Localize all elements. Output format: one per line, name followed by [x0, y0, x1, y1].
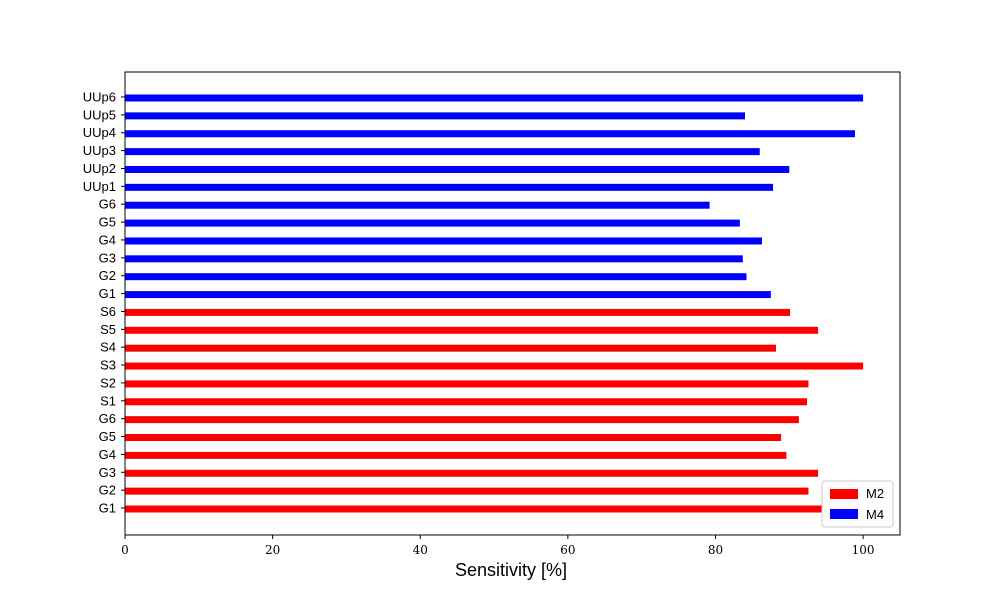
- category-label: S4: [100, 340, 116, 355]
- category-label: UUp5: [83, 107, 116, 122]
- plot-frame: [124, 71, 901, 536]
- category-label: S6: [100, 304, 116, 319]
- bar-m4-uup3-20: [125, 148, 760, 156]
- x-axis-title: Sensitivity [%]: [455, 560, 567, 580]
- plot-area: [125, 72, 900, 535]
- bar-m2-s3-8: [125, 362, 864, 370]
- category-label: UUp3: [83, 143, 116, 158]
- bar-m2-s1-6: [125, 398, 807, 406]
- legend-label-m4: M4: [866, 507, 884, 522]
- bar-m4-uup6-23: [125, 94, 864, 102]
- x-tick-label: 40: [413, 543, 428, 557]
- bar-m4-uup5-22: [125, 112, 745, 120]
- legend-swatch-m4: [830, 509, 858, 519]
- category-label: G6: [99, 197, 116, 212]
- category-label: S3: [100, 358, 116, 373]
- category-label: G5: [99, 429, 116, 444]
- category-label: G4: [99, 447, 116, 462]
- x-tick-label: 20: [265, 543, 280, 557]
- category-label: G4: [99, 232, 116, 247]
- category-label: UUp4: [83, 125, 116, 140]
- category-label: G3: [99, 250, 116, 265]
- bar-m2-s4-9: [125, 344, 776, 352]
- bar-m4-uup1-18: [125, 183, 774, 191]
- category-label: G1: [99, 501, 116, 516]
- bar-m2-g5-4: [125, 434, 782, 442]
- category-label: G5: [99, 215, 116, 230]
- bar-m4-g3-14: [125, 255, 743, 263]
- bar-m4-g2-13: [125, 273, 747, 281]
- category-label: S2: [100, 375, 116, 390]
- category-label: UUp1: [83, 179, 116, 194]
- category-labels: G1 G2 G3 G4 G5 G6 S1 S2 S3 S4 S5 S6 G1 G2 G3 G4 G5 G6 UUp1…: [83, 90, 125, 516]
- bar-m2-g3-2: [125, 469, 819, 477]
- category-label: G6: [99, 411, 116, 426]
- bar-m2-g6-5: [125, 416, 799, 424]
- bar-m2-s5-10: [125, 326, 819, 334]
- category-label: G1: [99, 286, 116, 301]
- legend-label-m2: M2: [866, 486, 884, 501]
- category-label: S1: [100, 393, 116, 408]
- x-tick-label: 80: [708, 543, 723, 557]
- bar-m4-uup2-19: [125, 165, 790, 173]
- bar-m2-g2-1: [125, 487, 809, 495]
- category-label: UUp2: [83, 161, 116, 176]
- bar-m2-g1-0: [125, 505, 822, 513]
- legend-swatch-m2: [830, 489, 858, 499]
- bar-m2-s2-7: [125, 380, 809, 388]
- bar-m4-g4-15: [125, 237, 762, 245]
- bar-m4-g5-16: [125, 219, 740, 227]
- bar-m4-g1-12: [125, 291, 771, 299]
- x-axis-ticks: 0 20 40 60 80 100: [121, 535, 875, 557]
- category-label: G2: [99, 483, 116, 498]
- category-label: UUp6: [83, 90, 116, 105]
- bar-m4-uup4-21: [125, 130, 855, 138]
- x-tick-label: 0: [121, 543, 129, 557]
- bar-m2-g4-3: [125, 451, 787, 459]
- category-label: S5: [100, 322, 116, 337]
- x-tick-label: 60: [560, 543, 575, 557]
- x-tick-label: 100: [852, 543, 875, 557]
- category-label: G2: [99, 268, 116, 283]
- category-label: G3: [99, 465, 116, 480]
- bar-m2-s6-11: [125, 308, 791, 316]
- bar-m4-g6-17: [125, 201, 710, 209]
- legend: M2 M4: [821, 480, 894, 528]
- bars: [125, 94, 864, 513]
